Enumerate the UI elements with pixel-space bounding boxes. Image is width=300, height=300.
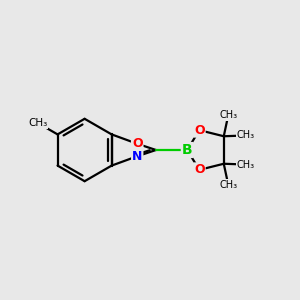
Text: O: O [194, 163, 205, 176]
Text: CH₃: CH₃ [236, 130, 254, 140]
Text: CH₃: CH₃ [236, 160, 254, 170]
Text: N: N [132, 150, 142, 163]
Text: O: O [194, 124, 205, 137]
Text: B: B [182, 143, 193, 157]
Text: CH₃: CH₃ [219, 180, 237, 190]
Text: CH₃: CH₃ [219, 110, 237, 120]
Text: O: O [132, 137, 142, 150]
Text: CH₃: CH₃ [29, 118, 48, 128]
